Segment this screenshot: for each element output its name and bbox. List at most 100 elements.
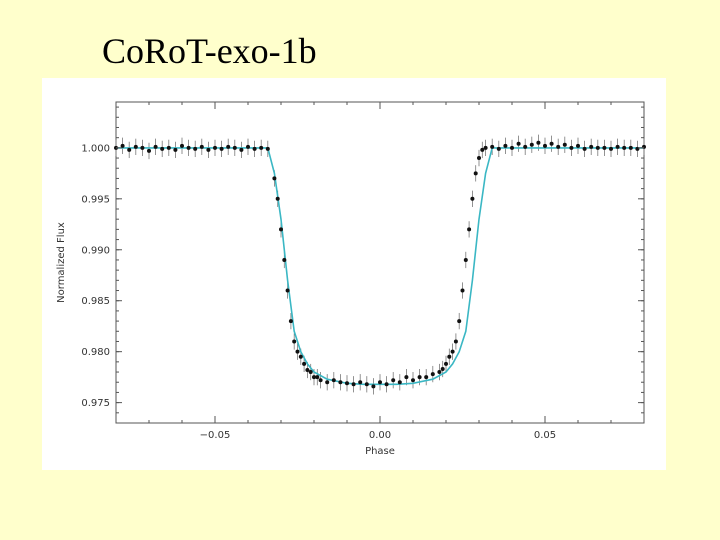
model-curve bbox=[116, 147, 644, 386]
data-point bbox=[213, 145, 217, 150]
y-axis-label: Normalized Flux bbox=[56, 222, 67, 303]
data-point bbox=[516, 141, 521, 146]
data-point bbox=[503, 143, 508, 148]
error-bars bbox=[115, 134, 645, 395]
data-point bbox=[206, 147, 211, 152]
data-point bbox=[477, 156, 481, 161]
data-point bbox=[378, 380, 382, 385]
data-point bbox=[404, 375, 409, 380]
data-point bbox=[252, 146, 257, 151]
data-point bbox=[325, 380, 330, 385]
x-axis-label: Phase bbox=[365, 446, 395, 457]
data-point bbox=[582, 146, 587, 151]
data-point bbox=[282, 257, 287, 262]
data-point bbox=[358, 380, 363, 385]
y-tick-label: 0.975 bbox=[81, 398, 110, 409]
data-point bbox=[312, 375, 316, 380]
data-point bbox=[246, 144, 250, 149]
x-tick-label: 0.00 bbox=[369, 430, 391, 441]
data-point bbox=[622, 145, 627, 150]
data-point bbox=[351, 382, 356, 387]
data-point bbox=[133, 144, 138, 149]
data-point bbox=[556, 144, 561, 149]
data-point bbox=[153, 144, 158, 149]
data-point bbox=[318, 378, 323, 383]
y-axis: 0.975 0.980 0.985 0.990 0.995 1.000 bbox=[81, 106, 644, 414]
data-point bbox=[411, 378, 415, 383]
data-point bbox=[295, 349, 300, 354]
y-tick-label: 0.985 bbox=[81, 296, 110, 307]
data-point bbox=[453, 339, 458, 344]
data-point bbox=[424, 375, 429, 380]
data-point bbox=[589, 144, 594, 149]
data-point bbox=[463, 257, 468, 262]
data-point bbox=[417, 375, 422, 380]
data-point bbox=[391, 378, 396, 383]
data-point bbox=[331, 378, 336, 383]
data-point bbox=[239, 147, 244, 152]
data-point bbox=[562, 142, 567, 147]
data-point bbox=[450, 349, 455, 354]
chart-panel: −0.05 0.00 0.05 0.975 0.980 0.985 0.990 0.995 1… bbox=[42, 78, 666, 470]
y-tick-label: 0.990 bbox=[81, 245, 110, 256]
x-tick-label: 0.05 bbox=[534, 430, 556, 441]
data-point bbox=[302, 361, 307, 366]
data-point bbox=[569, 145, 574, 150]
data-point bbox=[173, 147, 178, 152]
data-point bbox=[490, 144, 495, 149]
data-point bbox=[292, 339, 297, 344]
data-point bbox=[440, 366, 445, 371]
data-point bbox=[364, 382, 369, 387]
data-point bbox=[483, 145, 488, 150]
data-point bbox=[447, 354, 452, 359]
y-tick-label: 0.995 bbox=[81, 194, 110, 205]
data-point bbox=[279, 227, 283, 232]
data-point bbox=[166, 145, 171, 150]
data-point bbox=[272, 176, 277, 181]
data-point bbox=[180, 143, 184, 148]
data-point bbox=[232, 145, 237, 150]
data-point bbox=[305, 368, 310, 373]
data-point bbox=[543, 143, 547, 148]
data-point bbox=[120, 143, 125, 148]
data-point bbox=[536, 140, 541, 145]
data-point bbox=[444, 361, 448, 366]
data-point bbox=[602, 145, 607, 150]
y-tick-label: 0.980 bbox=[81, 347, 110, 358]
data-point bbox=[628, 145, 633, 150]
data-point bbox=[510, 145, 514, 150]
data-point bbox=[473, 171, 478, 176]
data-point bbox=[457, 319, 462, 324]
data-point bbox=[437, 370, 442, 375]
data-point bbox=[219, 146, 224, 151]
data-point bbox=[140, 145, 145, 150]
data-point bbox=[275, 196, 280, 201]
data-point bbox=[615, 144, 620, 149]
data-point bbox=[160, 146, 165, 151]
data-point bbox=[384, 382, 389, 387]
data-point bbox=[186, 145, 191, 150]
data-point bbox=[315, 375, 320, 380]
data-points bbox=[114, 140, 646, 389]
data-point bbox=[576, 143, 580, 148]
data-point bbox=[193, 146, 198, 151]
data-point bbox=[467, 227, 472, 232]
data-point bbox=[523, 144, 528, 149]
data-point bbox=[147, 148, 151, 153]
light-curve-chart: −0.05 0.00 0.05 0.975 0.980 0.985 0.990 0.995 1… bbox=[56, 101, 646, 457]
x-axis: −0.05 0.00 0.05 bbox=[115, 102, 645, 441]
data-point bbox=[529, 142, 534, 147]
data-point bbox=[288, 319, 293, 324]
data-point bbox=[199, 144, 204, 149]
x-tick-label: −0.05 bbox=[200, 430, 231, 441]
data-point bbox=[298, 354, 303, 359]
data-point bbox=[127, 147, 132, 152]
data-point bbox=[595, 145, 600, 150]
slide-title: CoRoT-exo-1b bbox=[102, 31, 317, 71]
data-point bbox=[496, 146, 501, 151]
y-tick-label: 1.000 bbox=[81, 143, 110, 154]
data-point bbox=[397, 380, 402, 385]
data-point bbox=[308, 370, 313, 375]
data-point bbox=[226, 144, 231, 149]
data-point bbox=[470, 196, 475, 201]
